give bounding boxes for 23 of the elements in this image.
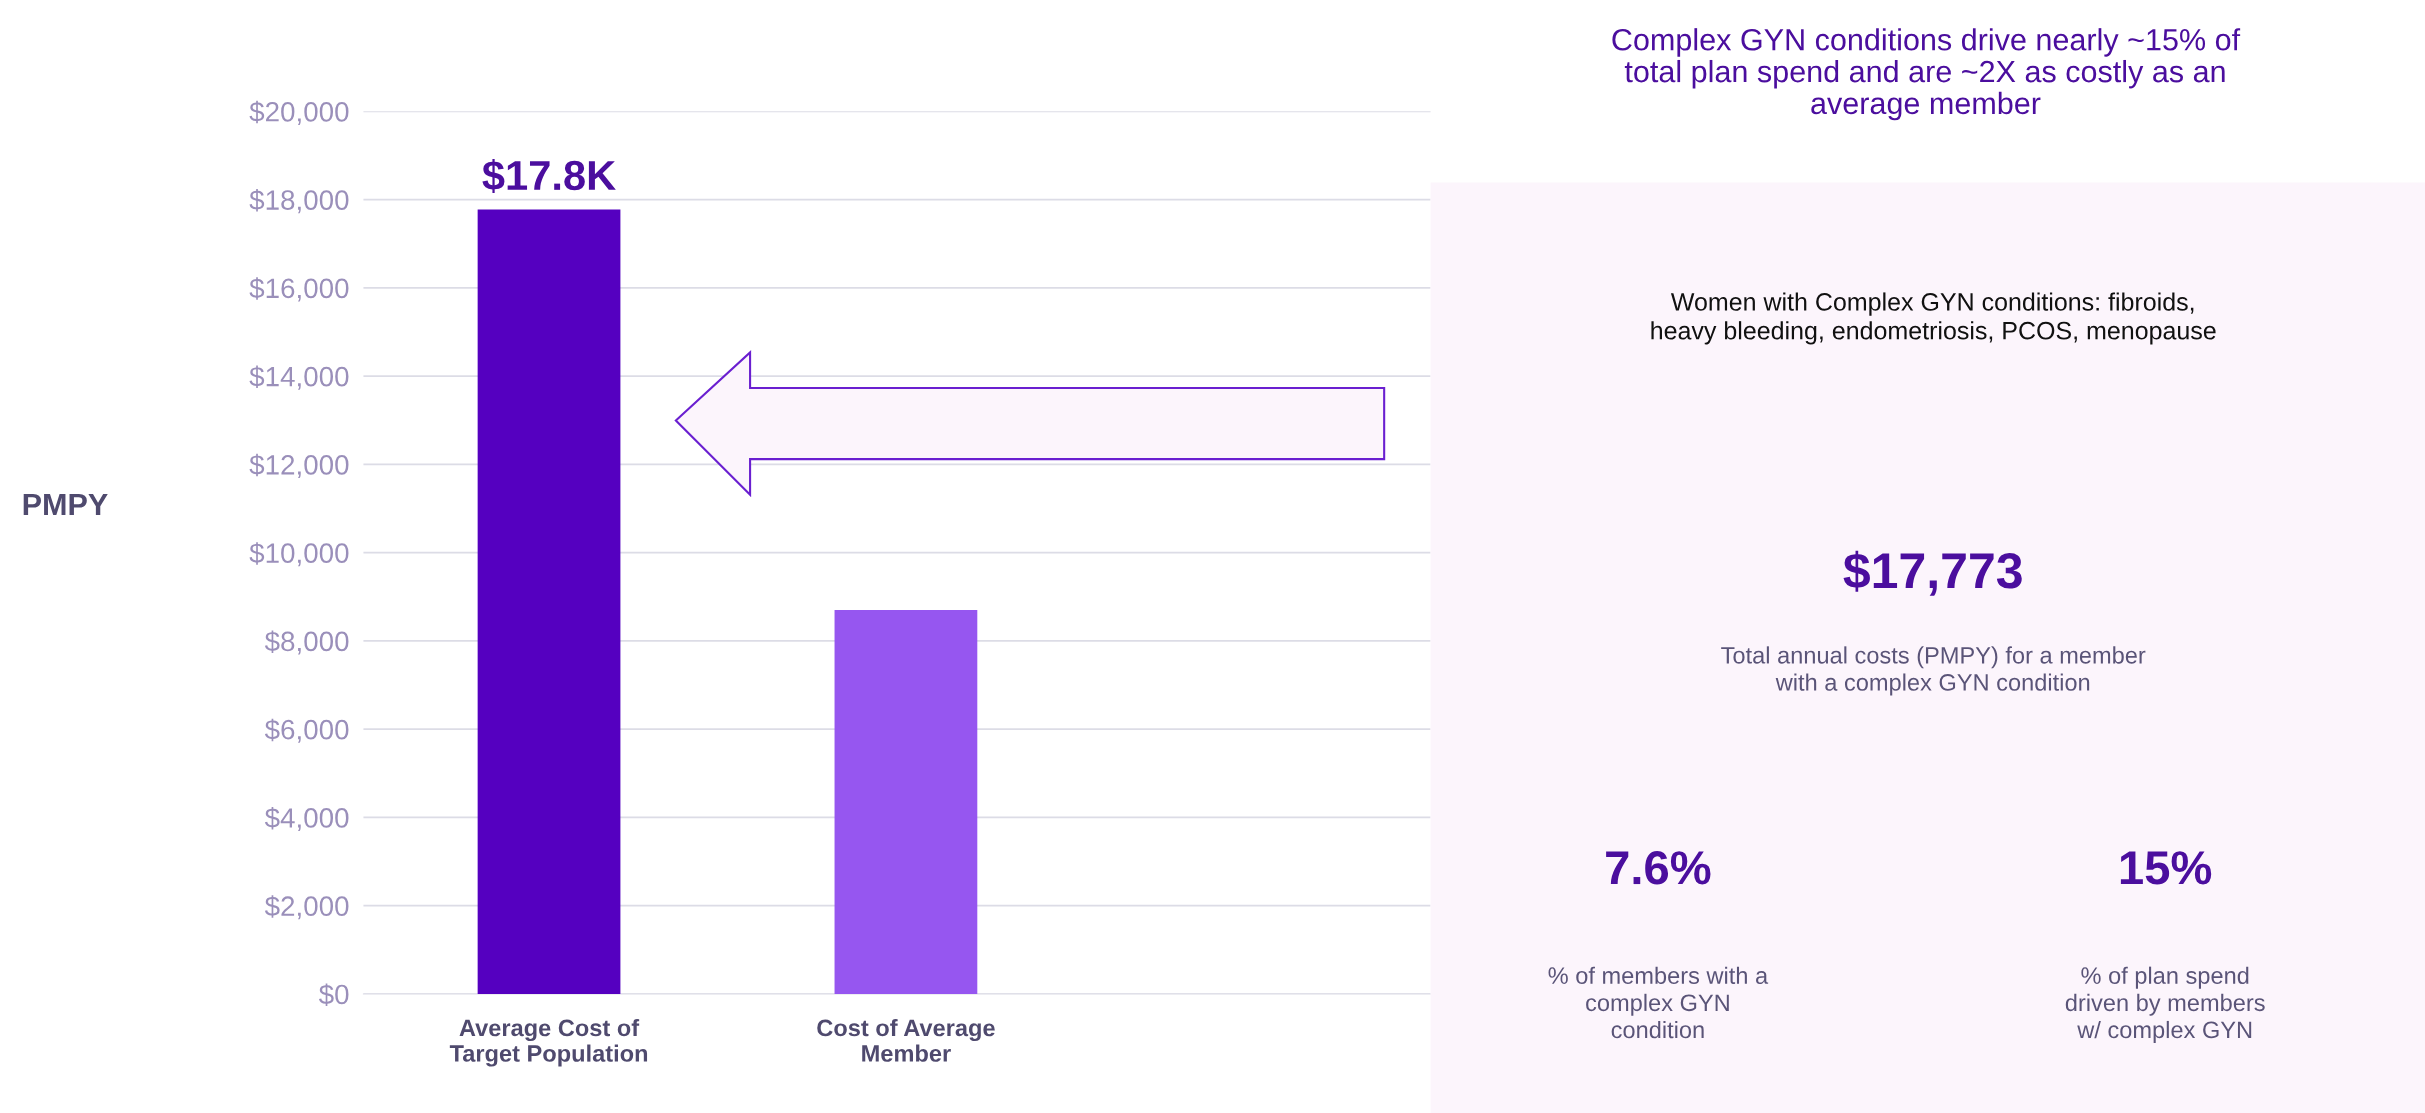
y-tick-label: $20,000	[249, 100, 349, 125]
y-tick-label: $2,000	[264, 895, 349, 920]
text: Women with Complex GYN conditions: fibroids, heavy bleeding, endometriosis, PCOS, menopause	[1651, 292, 2216, 345]
x-tick-label: Cost of Average Member	[817, 1018, 995, 1062]
y-tick-label: $14,000	[249, 365, 349, 390]
data-label: $17.8K	[482, 158, 616, 193]
y-tick-label: $10,000	[249, 542, 349, 567]
y-tick-label: $18,000	[249, 189, 349, 214]
text: 7.6%	[1606, 851, 1711, 885]
text: % of plan spend driven by members w/ complex GYN	[2065, 966, 2265, 1043]
y-tick-label: $0	[318, 983, 349, 1006]
text: % of members with a complex GYN condition	[1548, 966, 1769, 1039]
text: Total annual costs (PMPY) for a member with a complex GYN condition	[1721, 646, 2146, 696]
y-axis-title: PMPY	[23, 493, 108, 515]
y-tick-label: $16,000	[249, 277, 349, 302]
text: 15%	[2120, 851, 2212, 885]
y-tick-label: $8,000	[264, 630, 349, 655]
x-tick-label: Average Cost of Target Population	[449, 1018, 648, 1067]
text: Complex GYN conditions drive nearly ~15% of total plan spend and are ~2X as costly as an average member	[1612, 28, 2241, 121]
y-tick-label: $6,000	[264, 718, 349, 743]
y-tick-label: $4,000	[264, 806, 349, 832]
text: $17,773	[1843, 550, 2022, 596]
y-tick-label: $12,000	[249, 453, 349, 478]
